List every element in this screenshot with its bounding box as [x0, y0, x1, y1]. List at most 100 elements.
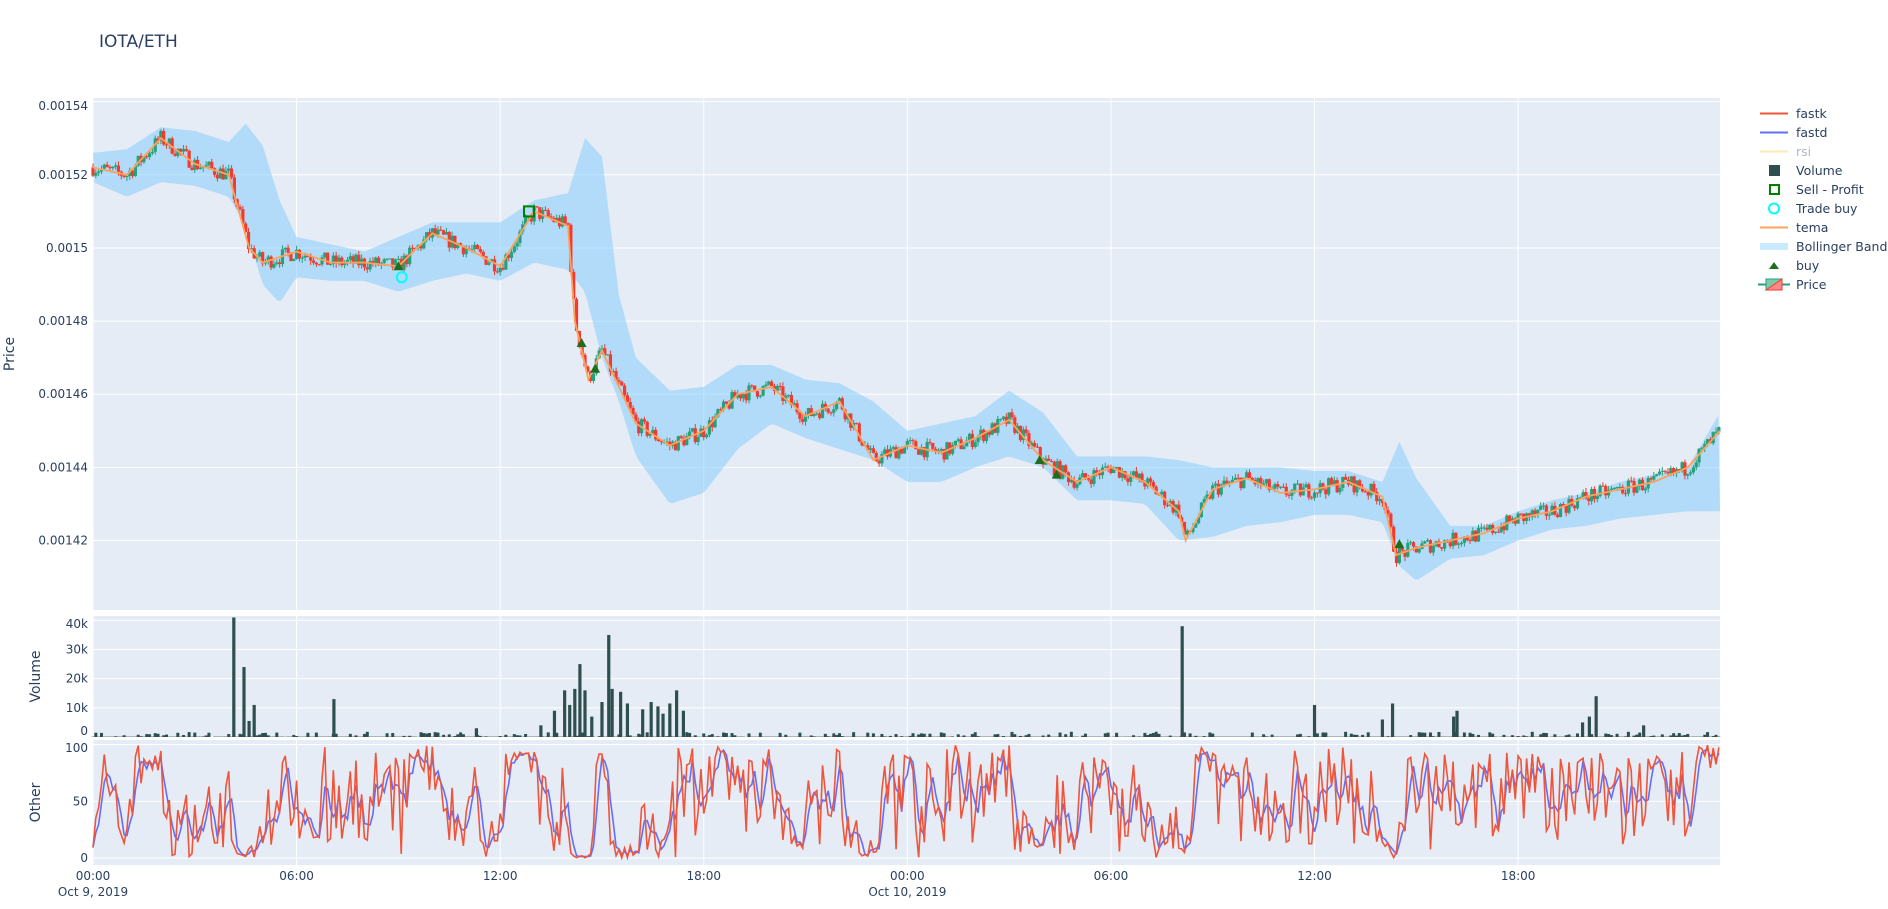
volume-bar	[408, 735, 412, 737]
y-tick-label: 20k	[66, 672, 88, 686]
volume-bar	[314, 732, 318, 737]
volume-bar	[619, 691, 623, 737]
candle-body	[1058, 461, 1062, 479]
volume-bar	[546, 732, 550, 737]
candle-body	[348, 256, 352, 260]
candle-body	[1137, 473, 1141, 479]
volume-bar	[1638, 732, 1642, 737]
volume-bar	[201, 736, 205, 737]
volume-bar	[688, 732, 692, 737]
candle-body	[1332, 480, 1336, 485]
square-open-icon	[1769, 184, 1780, 195]
volume-bar	[292, 734, 296, 737]
legend-item-buy[interactable]: buy	[1758, 256, 1887, 275]
candle-body	[1389, 513, 1393, 527]
sell-profit-marker	[523, 205, 536, 218]
candle-body	[368, 260, 372, 270]
candle-body	[843, 409, 847, 420]
candle-body	[1423, 541, 1427, 544]
legend-item-sell-profit[interactable]: Sell - Profit	[1758, 180, 1887, 199]
volume-bar	[1380, 719, 1384, 737]
candle-body	[1213, 483, 1218, 486]
volume-bar	[1525, 736, 1529, 737]
candle-body	[1621, 486, 1625, 494]
square-icon	[1769, 165, 1780, 176]
volume-bar	[798, 732, 802, 737]
candle-body	[1267, 479, 1271, 490]
candle-body	[1236, 477, 1240, 479]
volume-bar	[1539, 734, 1543, 737]
bollinger-band	[93, 123, 1720, 580]
candle-body	[1287, 494, 1291, 496]
candle-body	[266, 256, 270, 262]
candle-body	[1414, 546, 1418, 553]
candle-body	[755, 391, 760, 397]
volume-bar	[162, 735, 166, 737]
volume-bar	[1010, 731, 1014, 737]
legend-item-fastk[interactable]: fastk	[1758, 104, 1887, 123]
volume-bar	[1642, 725, 1646, 737]
volume-bar	[1516, 736, 1520, 737]
volume-bar	[1386, 736, 1390, 737]
legend-item-tema[interactable]: tema	[1758, 218, 1887, 237]
candle-body	[391, 258, 395, 268]
volume-bar	[456, 734, 460, 737]
candle-body	[982, 429, 986, 441]
candle-body	[750, 385, 754, 387]
volume-bar	[607, 634, 611, 737]
x-tick-label: 00:00	[76, 869, 111, 883]
volume-bar	[722, 732, 726, 737]
candle-body	[473, 244, 477, 250]
volume-bar	[1431, 736, 1435, 737]
legend-item-trade-buy[interactable]: Trade buy	[1758, 199, 1887, 218]
volume-bar	[956, 734, 960, 737]
candle-body	[942, 449, 946, 460]
legend-item-rsi[interactable]: rsi	[1758, 142, 1887, 161]
candle-body	[1541, 505, 1546, 507]
legend-item-bollinger-band[interactable]: Bollinger Band	[1758, 237, 1887, 256]
candle-body	[572, 271, 576, 300]
y-axis-title: Other	[28, 782, 44, 822]
y-tick-label: 0.0015	[46, 241, 88, 255]
candle-body	[1677, 469, 1681, 471]
candle-body	[495, 271, 499, 273]
candle-body	[724, 401, 728, 404]
candle-body	[1688, 472, 1693, 474]
volume-bar	[1182, 732, 1186, 737]
volume-bar	[758, 732, 762, 737]
candle-body	[1284, 486, 1288, 495]
candle-body	[704, 434, 709, 438]
candle-body	[1508, 515, 1512, 523]
legend-item-price[interactable]: Price	[1758, 275, 1887, 294]
volume-bar	[973, 732, 977, 737]
volume-bar	[693, 735, 697, 737]
legend-item-volume[interactable]: Volume	[1758, 161, 1887, 180]
volume-bars	[91, 617, 1721, 737]
candle-body	[1680, 462, 1684, 471]
legend-item-fastd[interactable]: fastd	[1758, 123, 1887, 142]
candle-body	[979, 429, 983, 437]
candle-body	[1069, 479, 1073, 483]
candle-body	[526, 217, 531, 219]
candle-body	[1372, 483, 1376, 492]
candle-body	[176, 148, 180, 156]
candle-body	[436, 229, 440, 235]
candle-body	[1233, 477, 1237, 480]
candle-body	[586, 366, 590, 372]
candle-body	[1564, 505, 1568, 513]
candle-body	[105, 164, 109, 168]
candle-body	[1406, 542, 1410, 557]
volume-bar	[928, 733, 932, 737]
candle-body	[181, 148, 186, 152]
candle-body	[1369, 483, 1373, 496]
candle-body	[1360, 487, 1365, 492]
candle-body	[1431, 546, 1435, 553]
candle-body	[345, 259, 350, 263]
legend-label: Sell - Profit	[1796, 182, 1864, 197]
volume-bar	[1502, 734, 1506, 737]
volume-bar	[702, 733, 706, 737]
volume-bar	[1491, 733, 1495, 737]
volume-bar	[459, 732, 463, 737]
legend-label: Price	[1796, 277, 1827, 292]
